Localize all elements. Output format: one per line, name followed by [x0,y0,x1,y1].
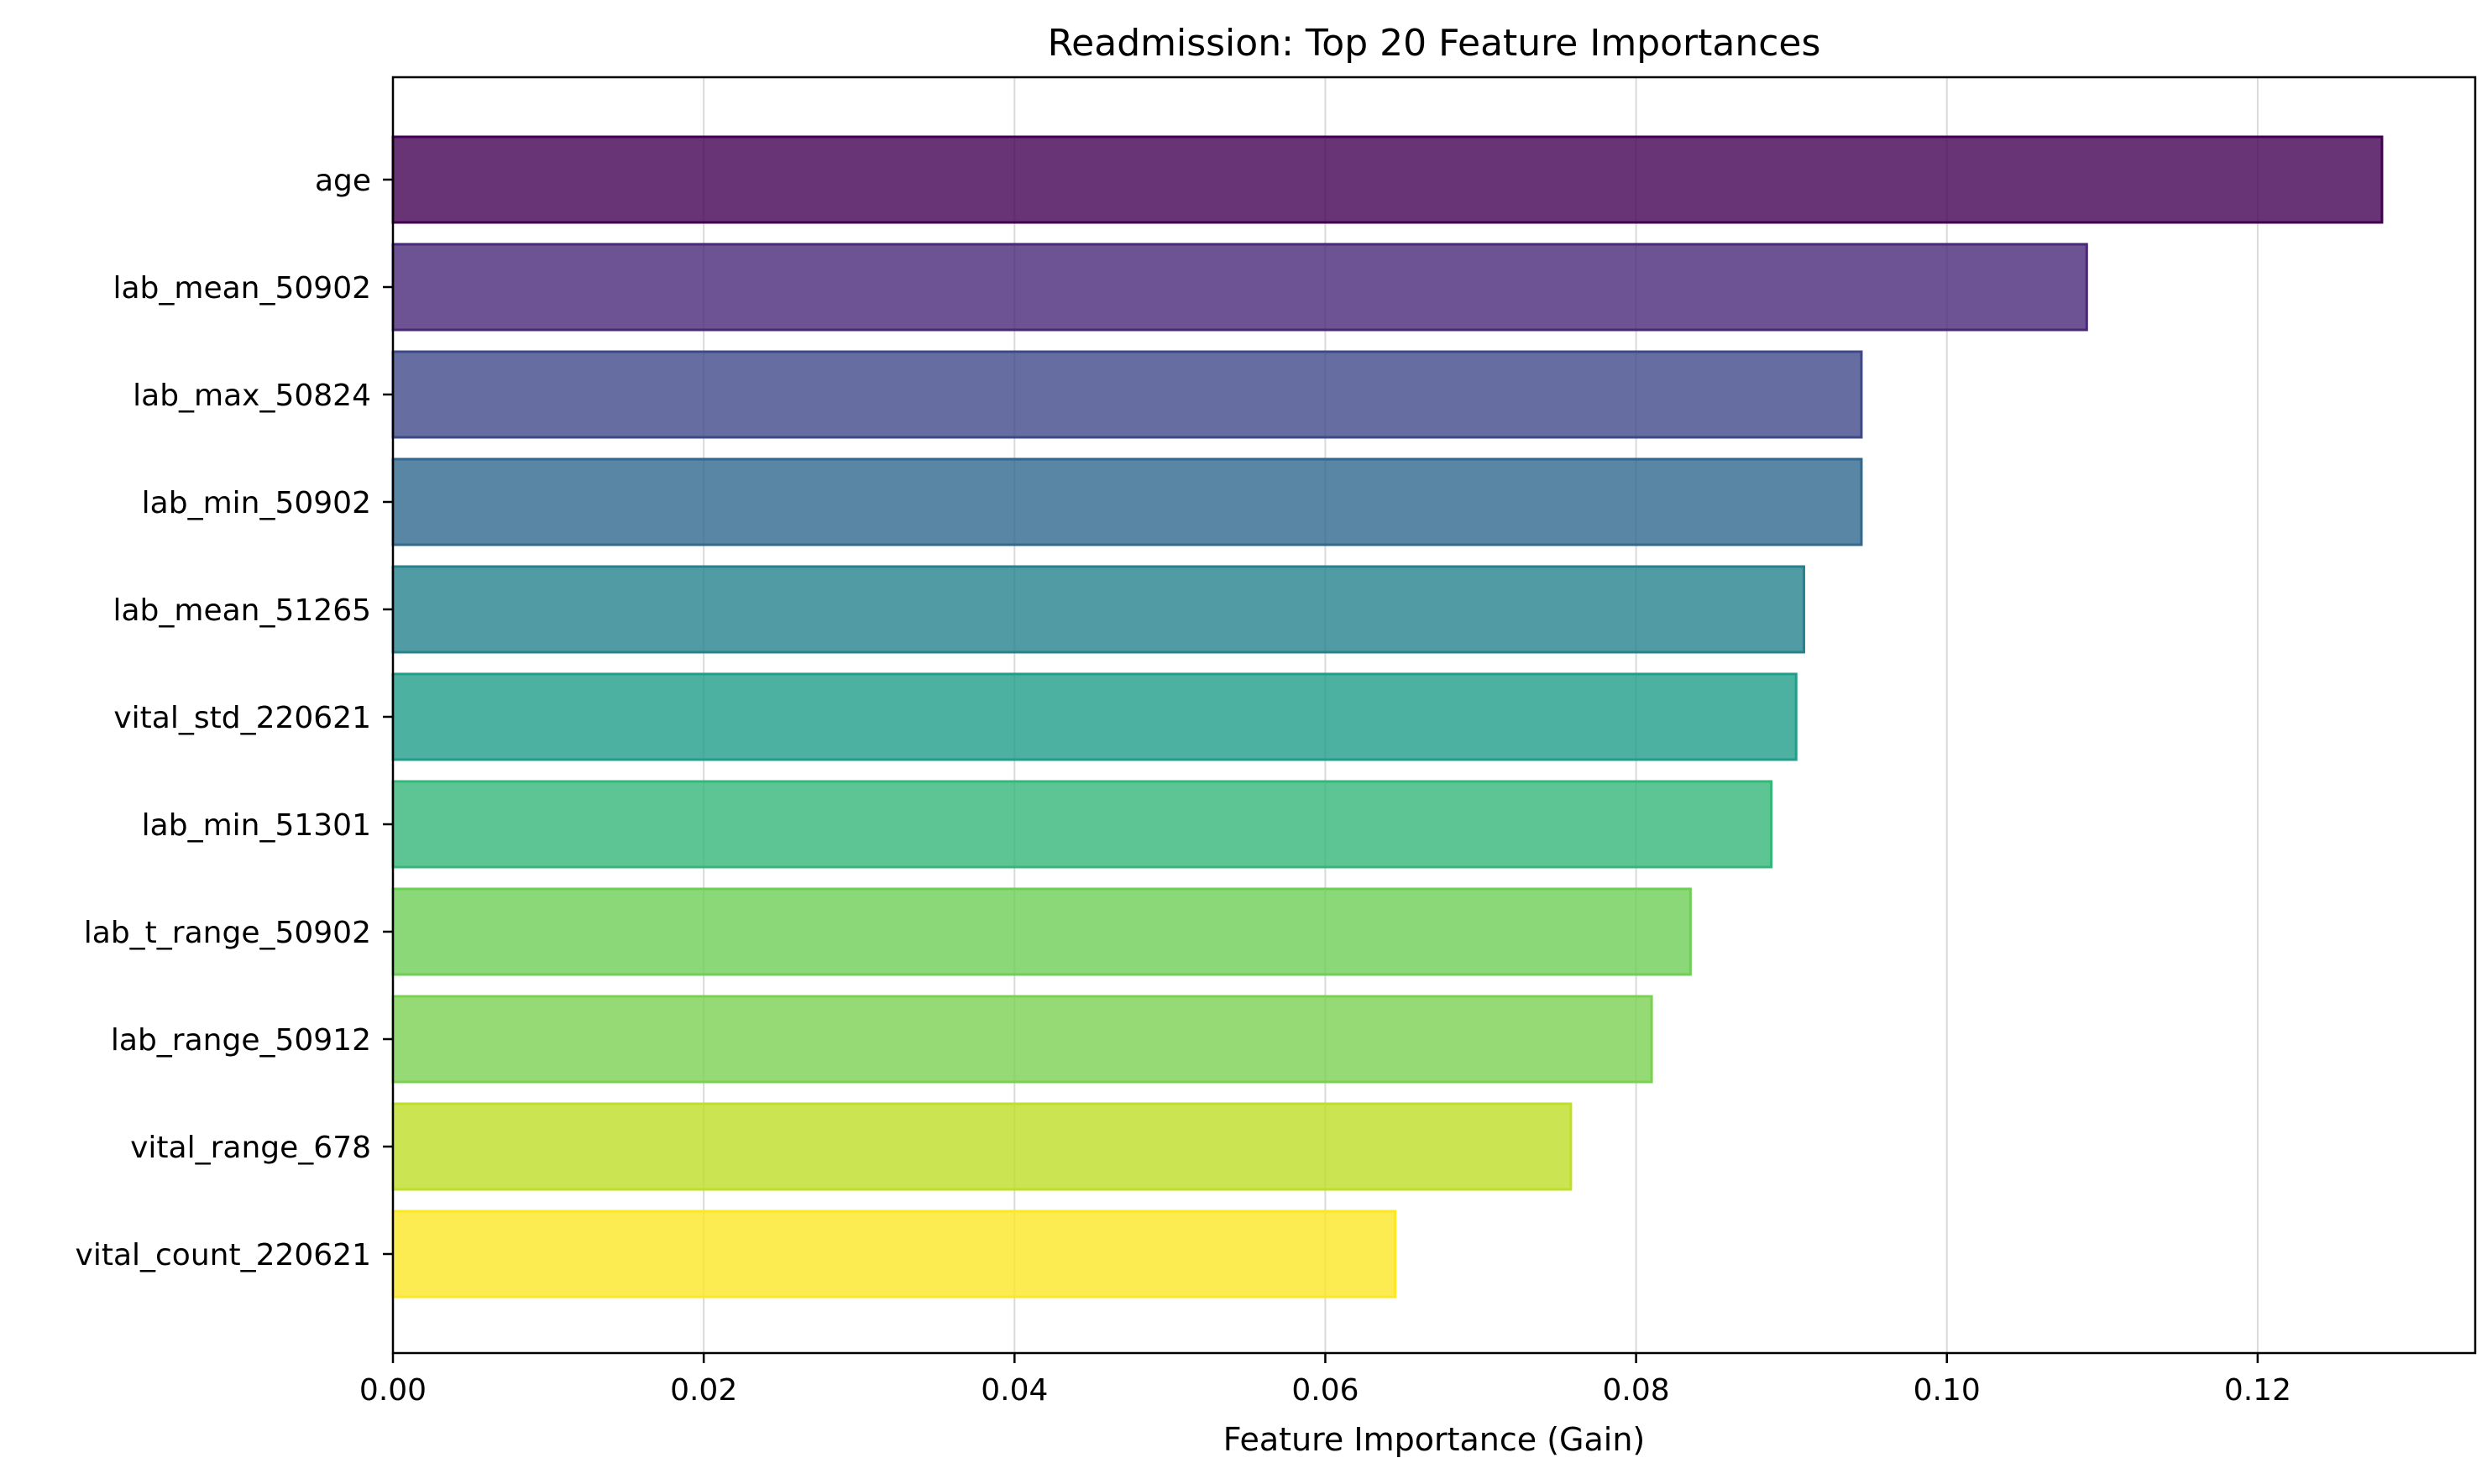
bar-lab-min-50902 [391,457,1863,546]
x-tick-label: 0.10 [1914,1373,1981,1408]
y-tick-label: lab_mean_51265 [113,593,371,628]
x-tick-label: 0.12 [2224,1373,2291,1408]
y-tick-label: lab_t_range_50902 [84,916,371,950]
y-tick-label: vital_range_678 [130,1131,371,1165]
bar-vital-std-220621 [391,672,1798,761]
bar-vital-range-678 [391,1102,1573,1191]
y-tick-label: lab_min_51301 [142,808,371,843]
y-tick-label: lab_min_50902 [142,486,371,520]
x-tick-label: 0.02 [670,1373,737,1408]
y-tick-label: lab_max_50824 [133,379,371,413]
y-tick-label: age [315,164,371,198]
y-tick-label: vital_std_220621 [113,701,371,735]
x-ticks: 0.00 0.02 0.04 0.06 0.08 0.10 0.12 [359,1353,2291,1408]
bar-lab-min-51301 [391,780,1773,869]
chart-title: Readmission: Top 20 Feature Importances [1048,22,1821,65]
y-ticks: age lab_mean_50902 lab_max_50824 lab_min_50… [76,164,393,1272]
bar-vital-count-220621 [391,1210,1397,1298]
plot-frame [391,76,2477,1355]
bar-age [391,135,2384,224]
x-tick-label: 0.00 [359,1373,427,1408]
bar-lab-mean-51265 [391,565,1805,654]
bar-lab-t-range-50902 [391,887,1692,976]
y-tick-label: vital_count_220621 [76,1238,371,1272]
x-axis-label: Feature Importance (Gain) [1223,1421,1646,1458]
bar-lab-mean-50902 [391,243,2088,332]
y-tick-label: lab_range_50912 [111,1023,371,1058]
bars [391,135,2384,1298]
bar-lab-max-50824 [391,350,1863,439]
bar-lab-range-50912 [391,995,1653,1084]
x-tick-label: 0.04 [981,1373,1048,1408]
x-tick-label: 0.06 [1291,1373,1359,1408]
y-tick-label: lab_mean_50902 [113,271,371,306]
x-tick-label: 0.08 [1603,1373,1670,1408]
